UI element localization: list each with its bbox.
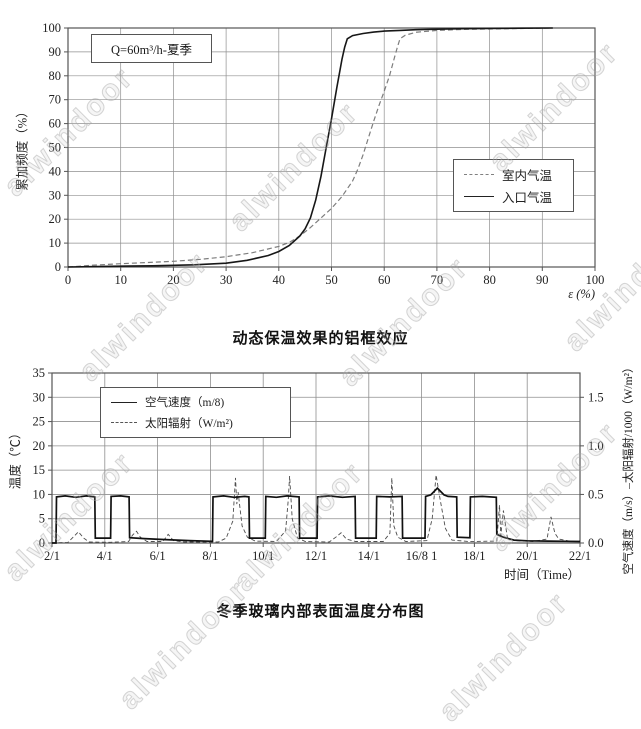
svg-text:60: 60 xyxy=(49,117,62,131)
chart2-left-y-axis-label: 温度（℃） xyxy=(8,426,23,490)
svg-text:35: 35 xyxy=(33,366,46,380)
svg-text:6/1: 6/1 xyxy=(150,549,166,563)
chart1-x-axis-label: ε (%) xyxy=(568,287,595,301)
legend-label: 入口气温 xyxy=(502,191,553,205)
svg-text:2/1: 2/1 xyxy=(44,549,60,563)
svg-text:20: 20 xyxy=(49,212,62,226)
svg-text:40: 40 xyxy=(273,273,286,287)
svg-text:18/1: 18/1 xyxy=(463,549,485,563)
chart1-title: 动态保温效果的铝框效应 xyxy=(232,330,409,347)
series-inlet-temp xyxy=(67,27,553,268)
svg-text:50: 50 xyxy=(49,141,62,155)
svg-text:15: 15 xyxy=(33,463,46,477)
svg-text:100: 100 xyxy=(42,21,61,35)
svg-text:10: 10 xyxy=(33,487,46,501)
legend-item-solar-radiation: 太阳辐射（W/m²) xyxy=(111,415,290,431)
chart2-x-tick-labels: 2/1 4/1 6/1 8/1 10/1 12/1 14/1 16/8 1 18/1 20/1 22… xyxy=(44,543,591,563)
solid-line-sample-icon xyxy=(111,401,137,403)
chart2-x-axis-label: 时间（Time） xyxy=(504,568,580,582)
chart1-grid xyxy=(68,28,595,267)
svg-text:20/1: 20/1 xyxy=(516,549,538,563)
svg-text:10: 10 xyxy=(49,236,62,250)
chart1-legend: 室内气温 入口气温 xyxy=(453,159,574,212)
solid-line-sample-icon xyxy=(464,196,494,197)
legend-item-air-speed: 空气速度（m/8) xyxy=(111,394,290,410)
chart1-y-axis-label: 累加频度（%） xyxy=(15,105,30,191)
dashed-line-sample-icon xyxy=(111,422,137,424)
svg-text:10/1: 10/1 xyxy=(252,549,274,563)
series-indoor-temp xyxy=(67,27,553,268)
svg-text:1.0: 1.0 xyxy=(588,439,604,453)
svg-text:90: 90 xyxy=(536,273,549,287)
svg-text:0: 0 xyxy=(55,260,61,274)
legend-item-indoor-temp: 室内气温 xyxy=(464,165,573,184)
svg-text:20: 20 xyxy=(33,439,46,453)
svg-text:5: 5 xyxy=(39,512,45,526)
figure-page: 0 10 20 30 40 50 60 70 80 90 100 0 10 20 30 40 50 60 70 80 9… xyxy=(0,21,641,728)
chart2-title: 冬季玻璃内部表面温度分布图 xyxy=(216,603,425,620)
svg-text:30: 30 xyxy=(33,390,46,404)
svg-text:1.5: 1.5 xyxy=(588,390,604,404)
dashed-line-sample-icon xyxy=(464,174,494,175)
legend-label: 太阳辐射（W/m²) xyxy=(145,417,233,430)
chart2-right-y-tick-labels: 0.0 0.5 1.0 1.5 xyxy=(580,390,604,550)
svg-text:25: 25 xyxy=(33,415,46,429)
chart2-right-y-axis-label: 空气速度（m/s）–太阳辐射/1000（W/m²） xyxy=(623,361,635,575)
svg-text:20: 20 xyxy=(167,273,180,287)
svg-text:16/8 1: 16/8 1 xyxy=(406,549,438,563)
svg-text:50: 50 xyxy=(325,273,338,287)
svg-text:70: 70 xyxy=(49,93,62,107)
legend-label: 室内气温 xyxy=(502,169,553,183)
svg-text:40: 40 xyxy=(49,164,62,178)
svg-text:12/1: 12/1 xyxy=(305,549,327,563)
svg-text:8/1: 8/1 xyxy=(202,549,218,563)
svg-text:70: 70 xyxy=(431,273,444,287)
chart2-legend: 空气速度（m/8) 太阳辐射（W/m²) xyxy=(100,387,291,438)
svg-text:80: 80 xyxy=(483,273,496,287)
svg-text:10: 10 xyxy=(114,273,127,287)
svg-text:90: 90 xyxy=(49,45,62,59)
svg-text:0.5: 0.5 xyxy=(588,487,604,501)
chart1-x-tick-labels: 0 10 20 30 40 50 60 70 80 90 100 xyxy=(65,267,605,287)
series-air-speed xyxy=(52,486,581,544)
svg-text:0: 0 xyxy=(65,273,71,287)
chart1-annotation-text: Q=60m³/h-夏季 xyxy=(111,43,192,57)
chart1-y-tick-labels: 0 10 20 30 40 50 60 70 80 90 100 xyxy=(42,21,68,274)
svg-text:30: 30 xyxy=(49,188,62,202)
svg-text:0.0: 0.0 xyxy=(588,536,604,550)
chart1-annotation-box: Q=60m³/h-夏季 xyxy=(91,34,212,63)
svg-text:14/1: 14/1 xyxy=(358,549,380,563)
chart2-left-y-tick-labels: 0 5 10 15 20 25 30 35 xyxy=(33,366,52,550)
legend-label: 空气速度（m/8) xyxy=(145,397,225,410)
svg-text:4/1: 4/1 xyxy=(97,549,113,563)
svg-text:30: 30 xyxy=(220,273,233,287)
charts-canvas: 0 10 20 30 40 50 60 70 80 90 100010203040506070809… xyxy=(33,21,605,563)
svg-text:100: 100 xyxy=(586,273,605,287)
svg-text:80: 80 xyxy=(49,69,62,83)
legend-item-inlet-temp: 入口气温 xyxy=(464,187,573,206)
svg-text:0: 0 xyxy=(39,536,45,550)
svg-text:22/1: 22/1 xyxy=(569,549,591,563)
svg-text:60: 60 xyxy=(378,273,391,287)
